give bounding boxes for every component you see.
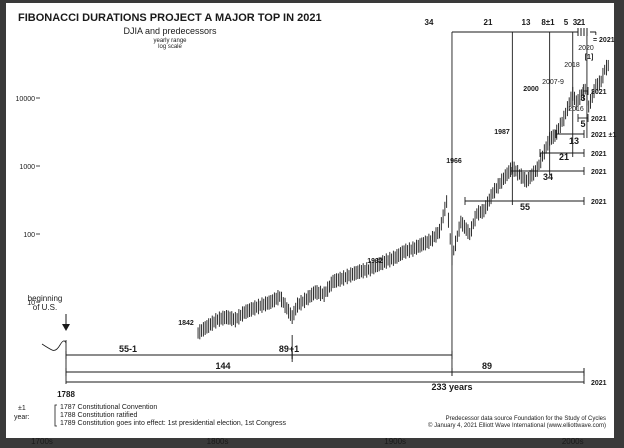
bottom-span-end-label-3: 2021 [591,380,607,387]
notes-prefix-2: year: [14,414,30,421]
bottom-span-label-3: 89 [482,361,492,371]
right-span-label-3: 21 [559,152,569,162]
bottom-span-label-1: 89+1 [279,344,299,354]
top-span-label-3: 8±1 [541,18,555,27]
x-tick-label-1: 1800s [207,437,229,446]
peak-label-4: 2000 [523,86,539,93]
bottom-span-label-2: 144 [215,361,230,371]
right-span-end-label-1: 2021 [591,116,607,123]
right-span-label-5: 55 [520,202,530,212]
top-span-label-2: 13 [522,18,531,27]
right-span-end-label-3: 2021 [591,151,607,158]
y-tick-label-3: 10000 [16,96,36,103]
top-span-label-6: 2 [577,18,582,27]
chart-subtitle: DJIA and predecessors [123,26,217,36]
start-year-label: 1788 [57,390,75,399]
chart-subtitle-range: yearly range [153,38,187,44]
peak-label-3: 1987 [494,129,510,136]
right-span-label-1: 5 [580,119,585,129]
peak-label-8: 2020 [578,45,594,52]
y-tick-label-2: 1000 [19,164,35,171]
chart-subtitle-scale: log scale [158,44,182,50]
peak-label-2: 1966 [446,158,462,165]
peak-label-6: 2016 [568,106,584,113]
notes-bracket [54,404,57,427]
top-span-label-1: 21 [484,18,493,27]
right-span-end-label-0: 2021 [591,89,607,96]
origin-label: beginning [28,294,63,303]
right-span-end-label-4: 2021 [591,169,607,176]
right-span-label-2: 13 [569,136,579,146]
x-tick-label-2: 1900s [384,437,406,446]
origin-label-2: of U.S. [33,303,57,312]
top-end-label: = 2021 [593,37,615,44]
chart-paper [6,3,614,438]
notes-prefix-1: ±1 [18,405,26,412]
right-span-end-label-5: 2021 [591,199,607,206]
chart-title: FIBONACCI DURATIONS PROJECT A MAJOR TOP … [18,12,322,24]
source-line-2: © January 4, 2021 Elliott Wave Internati… [428,422,606,429]
bottom-span-label-0: 55-1 [119,344,137,354]
x-tick-label-3: 2000s [562,437,584,446]
source-line-1: Predecessor data source Foundation for t… [446,416,606,422]
pre-history-line [41,340,67,351]
peak-label-7: 2018 [564,62,580,69]
x-tick-label-0: 1700s [31,437,53,446]
origin-arrow-head [62,324,70,331]
peak-label-0: 1842 [178,320,194,327]
right-span-label-4: 34 [543,172,553,182]
top-span-label-4: 5 [564,18,569,27]
right-span-end-label-2: 2021 ±1 [591,132,616,139]
note-3: 1789 Constitution goes into effect: 1st … [60,420,286,427]
axis-ticks: 10 100 1000 10000 1700s 1800s 1900s 2000s [16,96,584,446]
peak-label-5: 2007-9 [542,79,564,86]
right-span-label-0: 3 [580,93,585,103]
note-1: 1787 Constitutional Convention [60,404,157,411]
y-tick-label-1: 100 [23,232,35,239]
total-span-label: 233 years [431,382,472,392]
peak-label-1: 1932 [367,258,383,265]
top-span-label-0: 34 [425,18,434,27]
top-span-label-7: 1 [581,18,586,27]
price-bars [41,59,609,351]
peak-label-9: [1] [585,54,594,61]
top-span-label-5: 3 [573,18,578,27]
note-2: 1788 Constitution ratified [60,412,138,419]
y-tick-label-0: 10 [27,300,35,307]
